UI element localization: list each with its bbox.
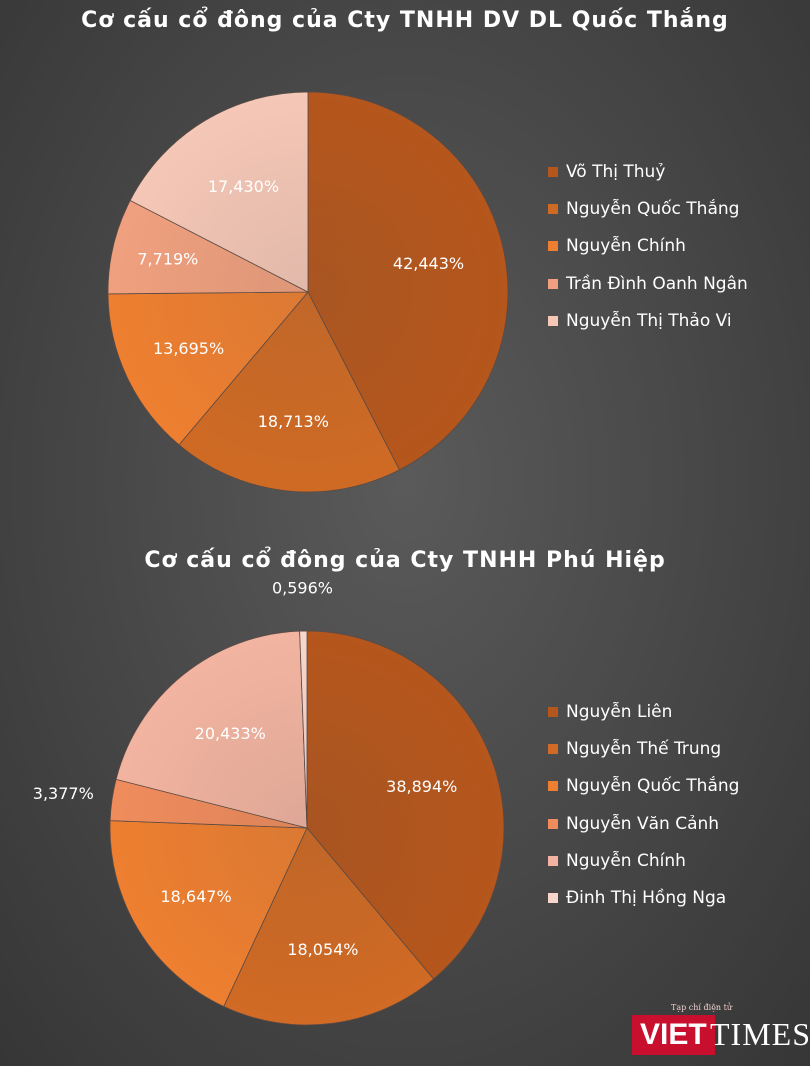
legend-item: Nguyễn Văn Cảnh: [548, 805, 739, 842]
slice-data-label: 13,695%: [153, 339, 224, 358]
legend-label: Nguyễn Văn Cảnh: [566, 813, 720, 834]
slice-data-label: 7,719%: [137, 250, 198, 269]
legend-item: Đinh Thị Hồng Nga: [548, 879, 739, 916]
pie-chart: 42,443% 18,713% 13,695% 7,719% 17,430%: [107, 91, 509, 493]
pie-slice: [223, 827, 435, 1026]
pie-slice: [129, 91, 309, 293]
legend-swatch: [548, 315, 558, 326]
legend-swatch: [548, 855, 558, 866]
legend-label: Đinh Thị Hồng Nga: [566, 888, 727, 909]
legend: Nguyễn Liên Nguyễn Thế Trung Nguyễn Quốc T…: [548, 693, 739, 917]
legend-item: Nguyễn Quốc Thắng: [548, 190, 748, 227]
slice-data-label: 18,647%: [160, 887, 231, 906]
logo-times: TIMES: [710, 1016, 810, 1052]
legend-swatch: [548, 706, 558, 717]
slice-data-label: 18,713%: [258, 412, 329, 431]
legend-swatch: [548, 781, 558, 792]
chart-title: Cơ cấu cổ đông của Cty TNHH DV DL Quốc T…: [81, 8, 729, 33]
legend-item: Nguyễn Quốc Thắng: [548, 768, 739, 805]
slice-data-label: 20,433%: [195, 724, 266, 743]
slice-data-label: 0,596%: [272, 579, 333, 598]
legend-swatch: [548, 203, 558, 214]
slice-data-label: 42,443%: [393, 254, 464, 273]
viettimes-logo: Tạp chí điện tử VIET TIMES: [632, 1003, 810, 1058]
legend-label: Nguyễn Chính: [566, 236, 686, 257]
legend-label: Nguyễn Quốc Thắng: [566, 776, 740, 797]
legend-item: Nguyễn Chính: [548, 842, 739, 879]
legend-item: Trần Đình Oanh Ngân: [548, 265, 748, 302]
pie-slice: [107, 199, 309, 295]
slice-data-label: 3,377%: [33, 784, 94, 803]
legend-label: Nguyễn Thế Trung: [566, 738, 722, 759]
slice-data-label: 17,430%: [208, 177, 279, 196]
legend-swatch: [548, 241, 558, 252]
pie-slice: [299, 630, 308, 829]
legend-label: Nguyễn Liên: [566, 701, 673, 722]
pie-slice: [306, 630, 505, 980]
pie-slice: [109, 820, 308, 1008]
legend-label: Nguyễn Quốc Thắng: [566, 198, 740, 219]
chart-title: Cơ cấu cổ đông của Cty TNHH Phú Hiệp: [144, 548, 666, 573]
legend-label: Nguyễn Thị Thảo Vi: [566, 310, 732, 331]
pie-slice: [115, 630, 308, 829]
legend-item: Võ Thị Thuỷ: [548, 153, 748, 190]
legend-swatch: [548, 278, 558, 289]
legend-item: Nguyễn Liên: [548, 693, 739, 730]
slice-data-label: 38,894%: [386, 777, 457, 796]
legend: Võ Thị Thuỷ Nguyễn Quốc Thắng Nguyễn Chính…: [548, 153, 748, 339]
legend-item: Nguyễn Thị Thảo Vi: [548, 302, 748, 339]
legend-swatch: [548, 893, 558, 904]
logo-tagline: Tạp chí điện tử: [671, 1003, 732, 1012]
legend-swatch: [548, 743, 558, 754]
logo-viet: VIET: [632, 1015, 715, 1055]
legend-swatch: [548, 166, 558, 177]
pie-slice: [178, 291, 400, 493]
legend-label: Trần Đình Oanh Ngân: [566, 273, 748, 294]
legend-label: Nguyễn Chính: [566, 850, 686, 871]
pie-slice: [307, 91, 509, 471]
pie-chart: 38,894% 18,054% 18,647% 3,377% 20,433% 0,596%: [33, 579, 505, 1026]
pie-slice: [107, 291, 309, 446]
legend-label: Võ Thị Thuỷ: [566, 161, 666, 182]
chart-2: Cơ cấu cổ đông của Cty TNHH Phú Hiệp 38,…: [0, 535, 810, 1066]
slice-data-label: 18,054%: [287, 940, 358, 959]
legend-swatch: [548, 818, 558, 829]
legend-item: Nguyễn Chính: [548, 228, 748, 265]
chart-1: Cơ cấu cổ đông của Cty TNHH DV DL Quốc T…: [0, 0, 810, 520]
legend-item: Nguyễn Thế Trung: [548, 730, 739, 767]
